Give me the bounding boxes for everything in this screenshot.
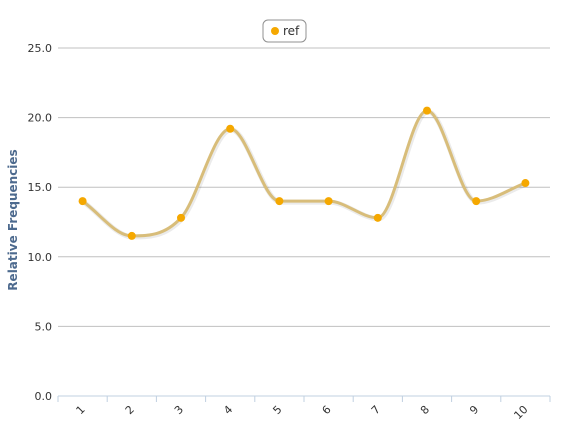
y-tick-label: 15.0 xyxy=(28,181,53,194)
x-tick-label: 3 xyxy=(172,403,186,417)
legend[interactable]: ref xyxy=(262,19,307,43)
x-tick-label: 7 xyxy=(369,403,383,417)
y-tick-label: 0.0 xyxy=(35,390,53,403)
data-point-7[interactable] xyxy=(373,213,382,222)
y-tick-label: 25.0 xyxy=(28,42,53,55)
y-tick-label: 5.0 xyxy=(35,320,53,333)
data-point-10[interactable] xyxy=(521,179,530,188)
x-tick-label: 5 xyxy=(270,403,284,417)
y-axis-title: Relative Frequencies xyxy=(6,149,20,290)
x-tick-label: 9 xyxy=(467,403,481,417)
x-tick-label: 6 xyxy=(320,403,334,417)
data-point-8[interactable] xyxy=(423,106,431,115)
x-tick-label: 8 xyxy=(418,403,432,417)
data-point-3[interactable] xyxy=(177,213,185,222)
y-axis-ticks: 0.0 5.0 10.0 15.0 20.0 25.0 xyxy=(28,42,53,403)
x-tick-label: 1 xyxy=(74,403,88,417)
y-tick-label: 10.0 xyxy=(28,251,53,264)
gridlines xyxy=(58,47,550,397)
x-axis: 1 2 3 4 5 6 7 8 9 10 xyxy=(57,396,551,422)
legend-box[interactable] xyxy=(262,19,307,43)
y-tick-label: 20.0 xyxy=(28,112,53,125)
data-point-6[interactable] xyxy=(324,197,333,206)
data-point-2[interactable] xyxy=(127,231,136,240)
series-line-ref xyxy=(81,109,526,238)
data-point-9[interactable] xyxy=(472,197,481,206)
legend-marker-ref xyxy=(271,27,279,35)
legend-label-ref: ref xyxy=(283,24,300,38)
data-point-4[interactable] xyxy=(226,124,235,133)
data-point-1[interactable] xyxy=(78,197,87,206)
x-tick-label: 4 xyxy=(221,403,235,417)
x-tick-label: 10 xyxy=(511,403,530,422)
series-layer xyxy=(78,106,530,240)
x-tick-label: 2 xyxy=(123,403,137,417)
data-point-5[interactable] xyxy=(275,197,284,206)
